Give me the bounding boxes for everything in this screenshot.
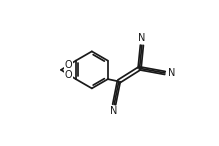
Text: O: O xyxy=(65,60,72,70)
Text: N: N xyxy=(168,68,176,78)
Text: N: N xyxy=(138,33,146,43)
Text: O: O xyxy=(65,69,72,80)
Text: N: N xyxy=(110,106,117,117)
